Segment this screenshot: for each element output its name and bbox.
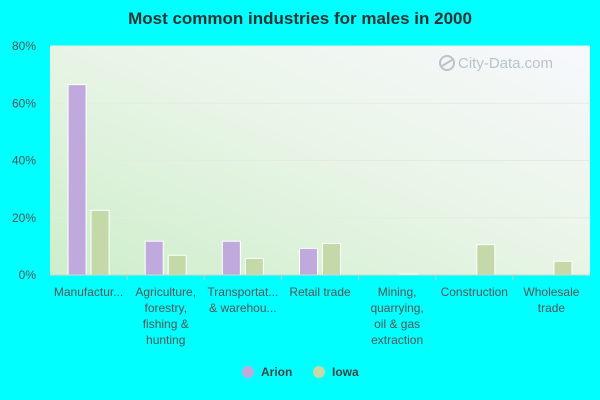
city-data-logo-icon [439,55,455,71]
bar-iowa[interactable] [476,244,496,276]
legend-item-iowa[interactable]: Iowa [313,365,359,379]
y-tick-label: 20% [12,211,36,225]
y-tick-label: 60% [12,96,36,110]
x-tick-label: fishing & [143,317,189,331]
legend-label: Arion [261,365,292,379]
x-tick-label: Agriculture, [135,285,196,299]
grid-lines [50,45,590,219]
bar-arion[interactable] [144,240,164,276]
y-tick-label: 0% [19,268,37,282]
x-tick-label: hunting [146,333,185,347]
watermark-text: City-Data.com [458,55,553,72]
bar-arion[interactable] [67,84,87,276]
legend-swatch [242,366,254,378]
legend-item-arion[interactable]: Arion [242,365,292,379]
x-tick-label: Mining, [378,285,417,299]
x-tick-label: & warehou... [209,301,276,315]
chart-title: Most common industries for males in 2000 [128,9,472,28]
bar-iowa[interactable] [90,209,110,276]
x-axis: Manufactur... Agriculture, forestry, fishin… [50,274,590,347]
x-tick-label: Manufactur... [54,285,123,299]
x-tick-label: trade [538,301,566,315]
bars [67,84,573,276]
bar-iowa[interactable] [322,243,341,276]
x-tick-label: forestry, [144,301,186,315]
watermark: City-Data.com [439,55,553,72]
y-axis: 0% 20% 40% 60% 80% [12,39,36,282]
x-tick-label: oil & gas [374,317,420,331]
bar-arion[interactable] [299,247,318,276]
bar-iowa[interactable] [244,257,264,276]
legend-swatch [313,366,325,378]
y-tick-label: 80% [12,39,36,53]
bar-arion[interactable] [221,240,241,276]
bar-iowa[interactable] [167,254,187,276]
x-tick-label: extraction [371,333,423,347]
x-tick-label: Wholesale [523,285,579,299]
legend-label: Iowa [332,365,359,379]
bar-iowa[interactable] [553,260,573,276]
y-tick-label: 40% [12,154,36,168]
x-tick-label: Retail trade [289,285,351,299]
x-tick-label: quarrying, [370,301,423,315]
x-tick-label: Construction [441,285,508,299]
x-tick-label: Transportat... [207,285,278,299]
legend: Arion Iowa [242,365,359,379]
